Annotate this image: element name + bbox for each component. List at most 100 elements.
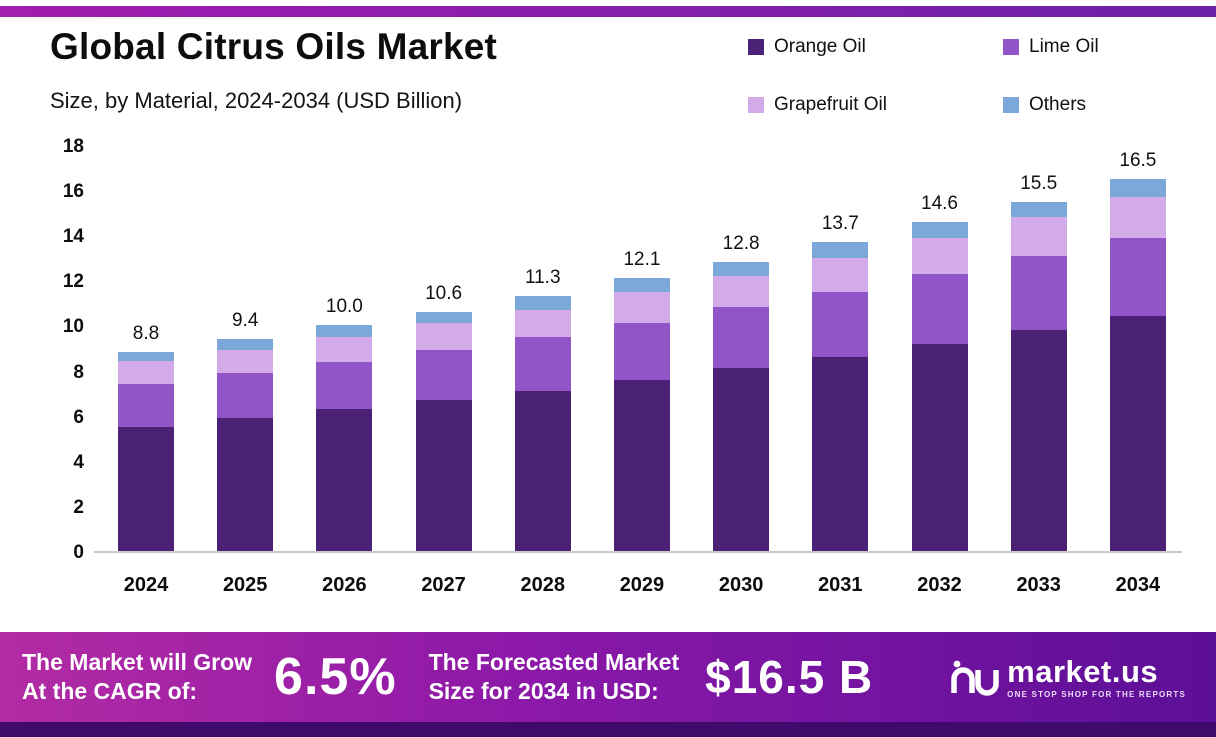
- bar-total-label: 8.8: [132, 323, 160, 345]
- bar-segment-orange-oil: [316, 408, 373, 551]
- bar-segment-orange-oil: [1109, 316, 1166, 551]
- bar-segment-grapefruit-oil: [713, 275, 770, 308]
- bar-segment-lime-oil: [713, 307, 770, 369]
- bar-segment-lime-oil: [514, 336, 571, 391]
- bar-segment-orange-oil: [613, 379, 670, 551]
- y-axis-tick: 0: [73, 542, 84, 563]
- bar-stack: [316, 325, 373, 551]
- bar-column: 9.4 2025: [217, 145, 274, 596]
- cagr-value: 6.5%: [274, 648, 397, 706]
- bar-column: 14.6 2032: [911, 145, 968, 596]
- bar-column: 16.5 2034: [1109, 145, 1166, 596]
- bar-segment-lime-oil: [812, 291, 869, 357]
- bar-segment-grapefruit-oil: [1109, 196, 1166, 238]
- cagr-label-line1: The Market will Grow: [22, 649, 253, 676]
- bar-segment-others: [1010, 201, 1067, 218]
- bar-stack: [613, 278, 670, 551]
- forecast-label: The Forecasted Market Size for 2034 in U…: [429, 648, 680, 706]
- brand-block: market.us ONE STOP SHOP FOR THE REPORTS: [951, 656, 1194, 699]
- bar-stack: [911, 221, 968, 551]
- bar-segment-orange-oil: [713, 368, 770, 551]
- legend-item-orange-oil: Orange Oil: [748, 36, 1003, 58]
- bar-segment-grapefruit-oil: [316, 336, 373, 362]
- x-axis-label: 2032: [917, 574, 962, 596]
- forecast-value: $16.5 B: [705, 651, 874, 703]
- top-accent-strip: [0, 6, 1216, 17]
- bar-column: 11.3 2028: [514, 145, 571, 596]
- y-axis-tick: 2: [73, 496, 84, 518]
- bottom-accent-strip: [0, 722, 1216, 737]
- bar-column: 13.7 2031: [812, 145, 869, 596]
- x-axis-label: 2024: [123, 574, 169, 596]
- bar-total-label: 13.7: [821, 213, 859, 235]
- bar-stack: [1109, 178, 1166, 551]
- chart-title: Global Citrus Oils Market: [50, 26, 498, 67]
- bar-total-label: 9.4: [231, 309, 259, 331]
- bar-segment-lime-oil: [118, 384, 174, 427]
- legend-swatch: [748, 39, 764, 55]
- chart-subtitle: Size, by Material, 2024-2034 (USD Billio…: [50, 88, 463, 113]
- bar-stack: [415, 311, 472, 551]
- bar-segment-grapefruit-oil: [1010, 217, 1067, 256]
- forecast-label-line2: Size for 2034 in USD:: [428, 678, 659, 704]
- stacked-bar-chart: 0 2 4 6 8 10 12 14 16 18 8.8 2024 9.4 2025 10.0 2026 10…: [48, 136, 1182, 596]
- bar-segment-grapefruit-oil: [217, 350, 274, 373]
- bar-segment-others: [613, 278, 670, 292]
- cagr-label-line2: At the CAGR of:: [22, 678, 198, 704]
- bar-column: 12.1 2029: [613, 145, 670, 596]
- bar-stack: [217, 338, 274, 551]
- bar-segment-others: [514, 296, 571, 310]
- legend-swatch: [1003, 39, 1019, 55]
- y-axis-tick: 8: [73, 361, 84, 383]
- footer-banner: The Market will Grow At the CAGR of: 6.5…: [0, 632, 1216, 722]
- bar-segment-grapefruit-oil: [415, 323, 472, 351]
- bar-segment-grapefruit-oil: [118, 361, 174, 385]
- bar-segment-others: [713, 262, 770, 276]
- bar-segment-lime-oil: [316, 361, 373, 409]
- bar-segment-others: [118, 352, 174, 362]
- bar-segment-grapefruit-oil: [514, 309, 571, 337]
- y-axis-tick: 10: [62, 316, 84, 338]
- bar-stack: [118, 352, 174, 551]
- bar-total-label: 14.6: [921, 192, 958, 214]
- y-axis-tick: 14: [62, 226, 84, 248]
- x-axis-label: 2034: [1115, 574, 1161, 596]
- bar-segment-others: [812, 242, 869, 258]
- x-axis-label: 2030: [718, 574, 764, 596]
- legend-label: Orange Oil: [774, 36, 866, 57]
- bar-segment-others: [316, 325, 373, 337]
- bar-segment-lime-oil: [217, 372, 274, 418]
- bar-segment-others: [1109, 178, 1166, 197]
- bar-column: 12.8 2030: [713, 145, 770, 596]
- marketus-logo-icon: [951, 660, 999, 696]
- forecast-label-line1: The Forecasted Market: [428, 649, 680, 676]
- x-axis-label: 2025: [222, 574, 268, 596]
- bar-column: 10.0 2026: [316, 145, 373, 596]
- x-axis-label: 2031: [818, 574, 863, 596]
- x-axis-label: 2026: [322, 574, 367, 596]
- bar-segment-orange-oil: [415, 399, 472, 551]
- bar-segment-lime-oil: [613, 323, 670, 380]
- legend-item-grapefruit-oil: Grapefruit Oil: [748, 94, 1003, 116]
- plot-area: 8.8 2024 9.4 2025 10.0 2026 10.6 2027 11.3 2028 12…: [94, 145, 1182, 596]
- legend-item-others: Others: [1003, 94, 1099, 116]
- y-axis-tick: 18: [62, 136, 84, 157]
- y-axis: 0 2 4 6 8 10 12 14 16 18: [48, 136, 94, 563]
- bar-segment-orange-oil: [1010, 330, 1067, 551]
- bar-total-label: 16.5: [1119, 149, 1157, 171]
- legend-item-lime-oil: Lime Oil: [1003, 36, 1099, 58]
- y-axis-tick: 16: [62, 181, 84, 203]
- bar-segment-others: [217, 338, 274, 351]
- legend-swatch: [1003, 97, 1019, 113]
- y-axis-tick: 4: [73, 451, 84, 473]
- bar-segment-orange-oil: [118, 426, 174, 551]
- brand-tagline: ONE STOP SHOP FOR THE REPORTS: [1007, 689, 1186, 699]
- bar-segment-orange-oil: [217, 417, 274, 551]
- bar-segment-orange-oil: [911, 343, 968, 551]
- bar-stack: [1010, 201, 1067, 551]
- legend: Orange Oil Lime Oil Grapefruit Oil Other…: [748, 36, 1099, 116]
- legend-swatch: [748, 97, 764, 113]
- x-axis-label: 2033: [1016, 574, 1061, 596]
- bar-stack: [812, 242, 869, 551]
- bar-total-label: 15.5: [1020, 172, 1058, 194]
